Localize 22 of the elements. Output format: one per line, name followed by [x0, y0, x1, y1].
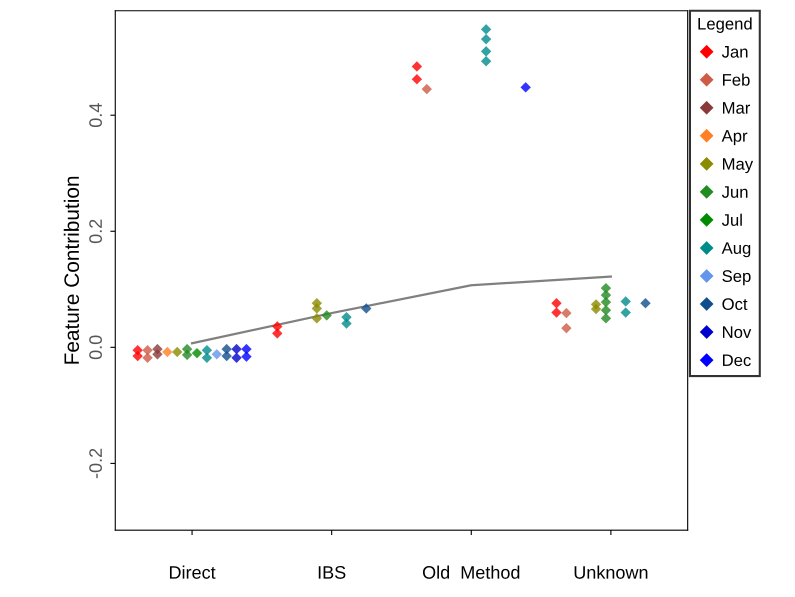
legend-label: Nov — [723, 326, 752, 338]
y-tick-label: 0.0 — [89, 335, 102, 360]
legend-label: Oct — [722, 298, 748, 310]
legend-label: Feb — [723, 73, 750, 86]
y-tick-label: 0.4 — [89, 103, 102, 128]
legend-title: Legend — [698, 17, 752, 33]
y-axis-title: Feature Contribution — [64, 176, 80, 364]
y-tick-label: -0.2 — [89, 448, 102, 478]
x-tick-label: Old Method — [422, 566, 520, 579]
legend-label: Jul — [722, 214, 742, 226]
legend-label: Aug — [722, 242, 750, 258]
legend-label: Jan — [722, 46, 748, 58]
x-tick-label: Direct — [170, 566, 216, 579]
legend-label: May — [723, 158, 754, 174]
legend-label: Sep — [722, 270, 751, 286]
y-tick-label: 0.2 — [89, 220, 102, 244]
legend-label: Mar — [723, 102, 750, 114]
legend-label: Jun — [722, 186, 748, 198]
x-tick-label: IBS — [318, 566, 346, 579]
x-tick-label: Unknown — [574, 566, 648, 579]
legend-label: Dec — [723, 354, 751, 366]
legend-label: Apr — [722, 130, 748, 146]
